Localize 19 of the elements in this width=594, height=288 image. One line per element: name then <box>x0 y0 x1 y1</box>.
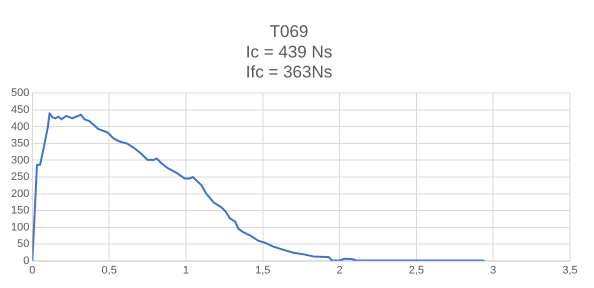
x-tick-label: 2 <box>336 264 343 276</box>
y-tick-label: 150 <box>10 204 30 217</box>
y-tick-label: 350 <box>10 138 30 150</box>
x-tick-label: 2,5 <box>408 264 424 276</box>
y-tick-label: 450 <box>10 104 30 116</box>
chart-title: T069 Ic = 439 Ns Ifc = 363Ns <box>246 22 332 82</box>
y-tick-label: 300 <box>10 154 30 166</box>
x-tick-label: 3 <box>490 264 496 276</box>
y-tick-label: 500 <box>10 87 30 100</box>
y-tick-label: 50 <box>17 238 30 250</box>
y-tick-label: 100 <box>10 221 30 234</box>
x-tick-label: 1,5 <box>255 264 270 276</box>
x-tick-label: 3,5 <box>562 264 578 276</box>
x-tick-label: 0,5 <box>102 264 117 276</box>
y-tick-label: 250 <box>10 171 30 184</box>
x-tick-label: 1 <box>182 264 190 276</box>
y-tick-label: 400 <box>10 120 30 133</box>
y-tick-label: 200 <box>10 188 30 200</box>
y-tick-label: 0 <box>23 254 30 267</box>
